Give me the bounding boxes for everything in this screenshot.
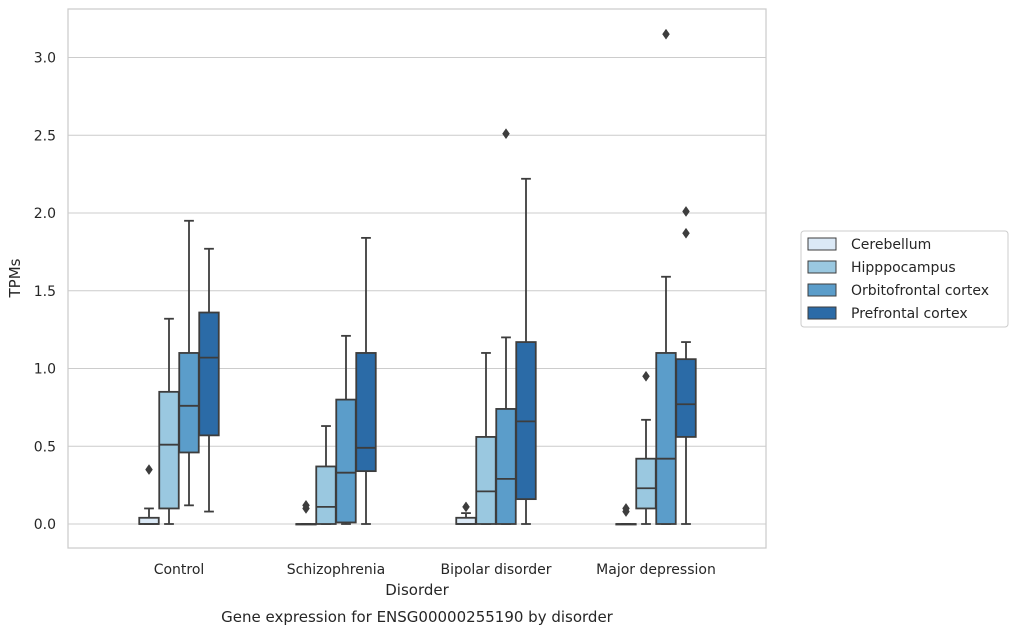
x-tick-label: Major depression bbox=[596, 562, 716, 578]
box-body bbox=[475, 436, 497, 525]
box-hipppocampus bbox=[158, 317, 180, 525]
legend-label: Prefrontal cortex bbox=[851, 306, 968, 322]
y-tick-labels: 0.0 0.5 1.0 1.5 2.0 2.5 3.0 bbox=[34, 51, 56, 534]
y-tick-label: 2.5 bbox=[34, 128, 56, 144]
box-hipppocampus bbox=[475, 352, 497, 525]
box-body bbox=[178, 352, 200, 454]
legend-label: Orbitofrontal cortex bbox=[851, 283, 989, 299]
outlier-point bbox=[682, 227, 690, 239]
box-body bbox=[675, 358, 697, 438]
outlier-point bbox=[145, 464, 153, 476]
legend: Cerebellum Hipppocampus Orbitofrontal cort… bbox=[800, 230, 1009, 328]
plot-frame bbox=[67, 8, 767, 549]
box-cerebellum bbox=[455, 501, 477, 525]
box-body bbox=[198, 311, 220, 437]
y-tick-label: 3.0 bbox=[34, 51, 56, 67]
outlier-point bbox=[622, 503, 630, 514]
outlier-point bbox=[682, 206, 690, 217]
y-axis-label: TPMs bbox=[6, 258, 24, 298]
chart-caption: Gene expression for ENSG00000255190 by d… bbox=[221, 608, 614, 626]
outlier-point bbox=[502, 128, 510, 140]
legend-swatch bbox=[807, 237, 837, 251]
box-cerebellum bbox=[138, 464, 160, 525]
y-tick-label: 1.0 bbox=[34, 362, 56, 378]
outlier-point bbox=[302, 499, 310, 511]
legend-label: Hipppocampus bbox=[851, 260, 956, 276]
outlier-point bbox=[462, 501, 470, 513]
boxes bbox=[138, 28, 697, 526]
legend-frame bbox=[800, 230, 1009, 328]
box-prefrontal-cortex bbox=[198, 247, 220, 513]
box-body bbox=[455, 516, 477, 525]
y-tick-label: 2.0 bbox=[34, 206, 56, 222]
legend-swatch bbox=[807, 260, 837, 274]
box-orbitofrontal-cortex bbox=[495, 128, 517, 525]
x-tick-label: Schizophrenia bbox=[287, 562, 385, 578]
box-body bbox=[355, 352, 377, 473]
box-cerebellum bbox=[295, 499, 317, 526]
x-tick-label: Bipolar disorder bbox=[440, 562, 551, 578]
y-tick-label: 0.5 bbox=[34, 439, 56, 455]
box-body bbox=[138, 516, 160, 525]
legend-swatch bbox=[807, 283, 837, 297]
legend-swatch bbox=[807, 306, 837, 320]
box-cerebellum bbox=[615, 503, 637, 526]
x-tick-labels: Control Schizophrenia Bipolar disorder Majo… bbox=[154, 562, 716, 578]
box-orbitofrontal-cortex bbox=[335, 334, 357, 525]
outlier-point bbox=[662, 28, 670, 40]
legend-label: Cerebellum bbox=[851, 237, 931, 253]
x-axis-label: Disorder bbox=[385, 581, 449, 599]
box-prefrontal-cortex bbox=[355, 236, 377, 525]
y-tick-label: 1.5 bbox=[34, 284, 56, 300]
y-tick-label: 0.0 bbox=[34, 517, 56, 533]
outlier-point bbox=[642, 370, 650, 382]
box-orbitofrontal-cortex bbox=[178, 219, 200, 507]
box-prefrontal-cortex bbox=[515, 177, 537, 525]
box-body bbox=[655, 352, 677, 525]
box-body bbox=[495, 408, 517, 525]
box-body bbox=[158, 390, 180, 510]
box-orbitofrontal-cortex bbox=[655, 28, 677, 525]
box-body bbox=[635, 457, 657, 510]
box-body bbox=[315, 465, 337, 525]
x-tick-label: Control bbox=[154, 562, 205, 578]
box-body bbox=[335, 398, 357, 524]
box-hipppocampus bbox=[635, 370, 657, 525]
box-prefrontal-cortex bbox=[675, 206, 697, 525]
box-hipppocampus bbox=[315, 425, 337, 525]
